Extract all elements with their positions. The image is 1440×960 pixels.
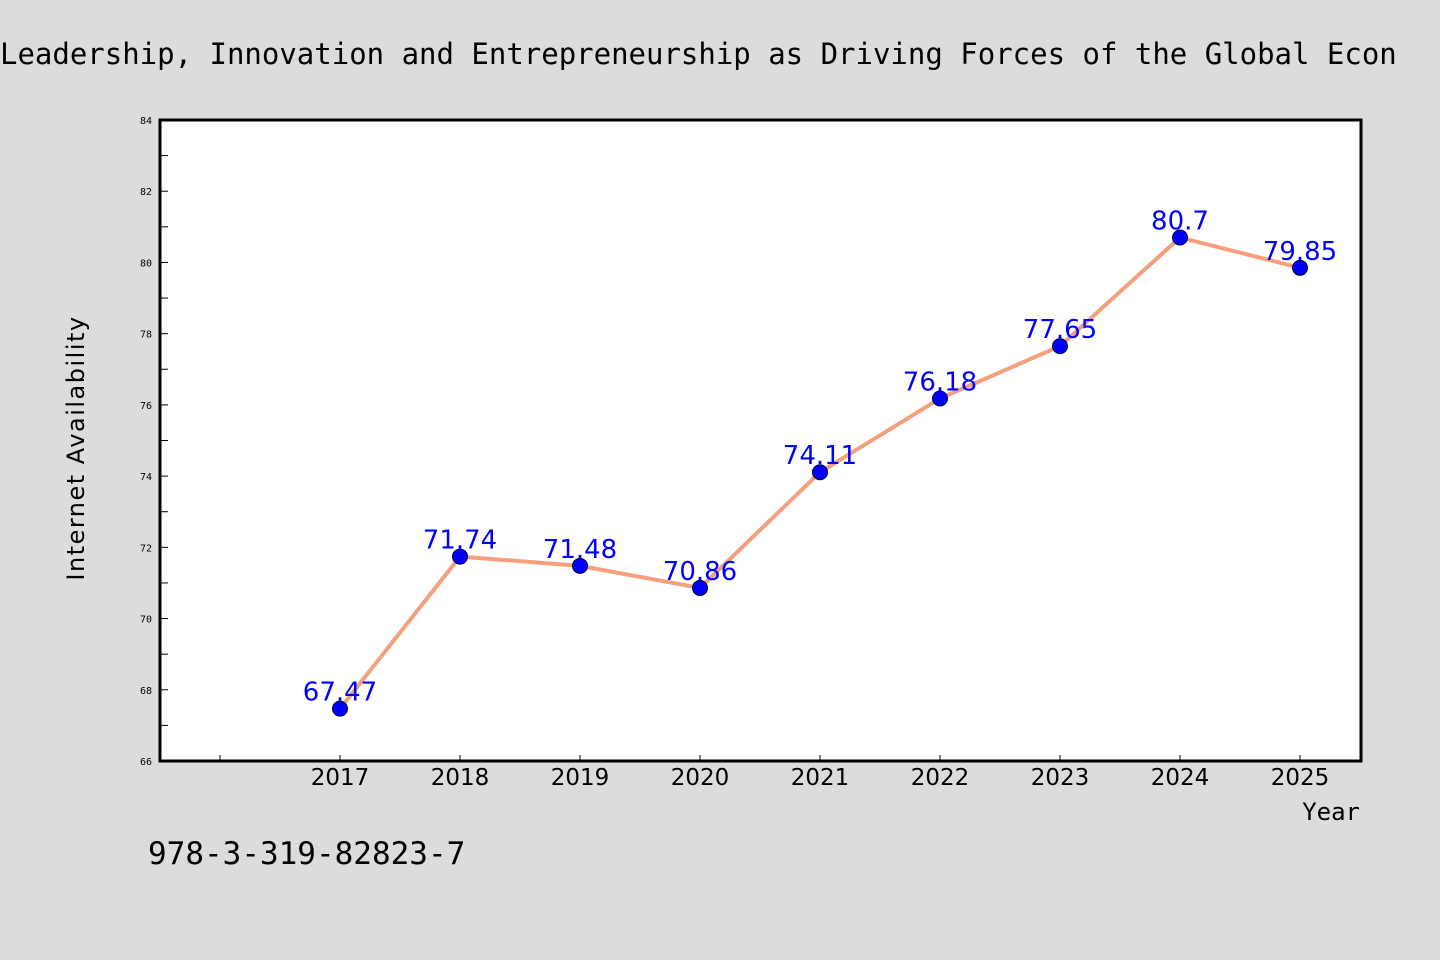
x-tick-label: 2019 bbox=[551, 765, 610, 791]
data-point-marker bbox=[452, 548, 468, 565]
y-tick-label: 84 bbox=[140, 116, 152, 127]
data-label: 79.85 bbox=[1263, 237, 1337, 267]
x-tick-label: 2023 bbox=[1031, 765, 1090, 791]
data-point-marker bbox=[932, 390, 948, 407]
series-group: 67.47 71.74 71.48 70.86 74.11 76.18 77.65 80.7 7… bbox=[303, 207, 1337, 717]
y-tick-label: 66 bbox=[140, 757, 152, 768]
data-label: 71.74 bbox=[423, 526, 497, 556]
y-tick-label: 70 bbox=[140, 615, 152, 626]
data-label: 67.47 bbox=[303, 678, 377, 708]
x-tick-label: 2024 bbox=[1151, 765, 1210, 791]
data-point-marker bbox=[1052, 338, 1068, 355]
x-tick-label: 2018 bbox=[431, 765, 490, 791]
data-point-marker bbox=[692, 579, 708, 596]
x-tick-label: 2022 bbox=[911, 765, 970, 791]
y-tick-label: 80 bbox=[140, 258, 152, 269]
data-point-marker bbox=[1292, 259, 1308, 276]
data-label: 77.65 bbox=[1023, 315, 1097, 345]
data-label: 70.86 bbox=[663, 557, 737, 587]
x-axis-label: Year bbox=[1302, 798, 1360, 826]
x-axis: 2017 2018 2019 2020 2021 2022 2023 2024 2025 bbox=[219, 755, 1330, 791]
plot-area bbox=[158, 118, 1363, 763]
y-tick-label: 82 bbox=[140, 187, 152, 198]
data-point-marker bbox=[812, 464, 828, 481]
data-point-marker bbox=[572, 557, 588, 574]
data-label: 71.48 bbox=[543, 535, 617, 565]
y-tick-label: 74 bbox=[140, 472, 152, 483]
x-tick-label: 2021 bbox=[791, 765, 850, 791]
x-tick-label: 2017 bbox=[311, 765, 370, 791]
y-tick-label: 72 bbox=[140, 543, 152, 554]
x-tick-label: 2020 bbox=[671, 765, 730, 791]
chart-title: Leadership, Innovation and Entrepreneurs… bbox=[0, 37, 1397, 71]
y-axis: 66 68 70 72 74 76 78 80 82 84 bbox=[140, 116, 168, 768]
data-point-marker bbox=[332, 700, 348, 717]
isbn-text: 978-3-319-82823-7 bbox=[148, 836, 465, 872]
data-label: 76.18 bbox=[903, 367, 977, 397]
y-tick-label: 76 bbox=[140, 401, 152, 412]
data-point-marker bbox=[1172, 229, 1188, 246]
y-tick-label: 68 bbox=[140, 686, 152, 697]
data-label: 74.11 bbox=[783, 441, 857, 471]
data-label: 80.7 bbox=[1151, 207, 1209, 237]
y-axis-label: Internet Availability bbox=[62, 315, 90, 580]
x-tick-label: 2025 bbox=[1271, 765, 1330, 791]
y-tick-label: 78 bbox=[140, 330, 152, 341]
